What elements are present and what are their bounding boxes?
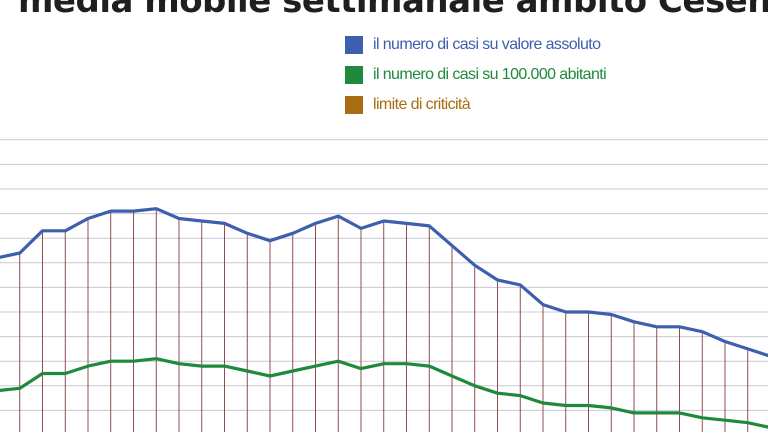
legend: il numero di casi su valore assoluto il …: [345, 30, 607, 120]
legend-item-absolute: il numero di casi su valore assoluto: [345, 30, 606, 60]
legend-swatch-threshold: [345, 96, 363, 114]
legend-label-threshold: limite di criticità: [373, 96, 471, 113]
series-line-1: [0, 207, 768, 358]
chart-title: media mobile settimanale ambito Cesena: [18, 0, 768, 21]
legend-item-threshold: limite di criticità: [345, 90, 606, 120]
series-line-2: [0, 357, 768, 429]
legend-swatch-absolute: [345, 36, 363, 54]
legend-swatch-per-100k: [345, 66, 363, 84]
legend-label-per-100k: il numero di casi su 100.000 abitanti: [373, 66, 607, 83]
legend-item-per-100k: il numero di casi su 100.000 abitanti: [345, 60, 607, 90]
legend-label-absolute: il numero di casi su valore assoluto: [373, 36, 601, 53]
